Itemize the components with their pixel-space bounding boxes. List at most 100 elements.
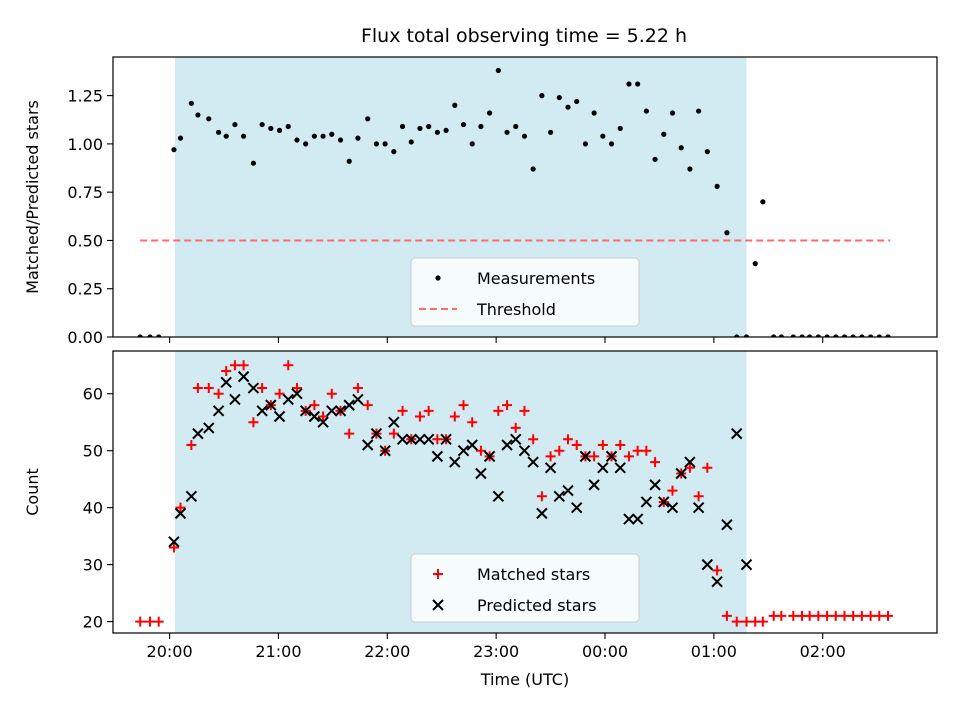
matched-star-point	[848, 610, 859, 621]
legend-label: Predicted stars	[477, 596, 597, 615]
axes-frame	[112, 56, 938, 338]
predicted-star-point	[501, 439, 513, 451]
matched-star-point	[571, 440, 582, 450]
measurement-point	[443, 127, 449, 133]
predicted-star-point	[721, 519, 733, 531]
axes-frame	[112, 350, 938, 634]
predicted-star-point	[370, 427, 383, 440]
y-tick-label: 20	[83, 613, 103, 632]
matched-star-point	[344, 428, 355, 439]
matched-star-point	[615, 440, 626, 450]
predicted-star-point	[605, 450, 618, 463]
measurement-point	[591, 110, 597, 116]
predicted-star-point	[562, 484, 574, 497]
measurement-point	[600, 133, 606, 139]
measurement-point	[232, 121, 238, 128]
predicted-star-point	[623, 513, 635, 525]
top-panel-ratio: 0.00 0.25 0.50 0.75 1.00 1.25 Matched/Predicte…	[23, 56, 938, 347]
measurement-point	[556, 94, 562, 101]
measurement-point	[329, 131, 335, 137]
matched-star-point	[830, 610, 841, 621]
measurement-point	[478, 123, 484, 130]
predicted-star-point	[343, 399, 355, 411]
measurement-point	[408, 139, 414, 145]
matched-star-point	[684, 462, 695, 473]
matched-star-point	[554, 445, 565, 456]
matched-star-point	[712, 565, 723, 576]
measurement-point	[320, 133, 326, 139]
measurement-point	[669, 110, 676, 116]
matched-star-point	[192, 383, 203, 394]
y-tick-label: 0.50	[67, 231, 103, 250]
legend-label: Measurements	[477, 269, 595, 288]
matched-star-point	[175, 502, 186, 513]
x-tick-label: 00:00	[582, 642, 628, 661]
predicted-star-point	[185, 490, 198, 502]
measurement-point	[337, 137, 344, 143]
y-tick-label: 0.00	[67, 328, 103, 347]
measurement-point	[841, 334, 848, 337]
matched-star-point	[874, 610, 885, 621]
x-tick-label: 01:00	[691, 642, 737, 661]
measurement-point	[171, 147, 177, 153]
predicted-star-point	[701, 558, 714, 571]
predicted-star-point	[299, 405, 312, 417]
predicted-star-point	[588, 479, 600, 491]
measurement-point	[259, 121, 265, 128]
matched-star-point	[388, 428, 399, 439]
matched-star-point	[135, 616, 146, 627]
predicted-star-point	[597, 462, 609, 474]
predicted-star-point	[203, 422, 215, 434]
legend-matched-marker	[433, 569, 443, 579]
measurement-point	[539, 93, 545, 99]
measurement-point	[608, 141, 615, 147]
measurement-point	[469, 141, 475, 147]
predicted-star-point	[640, 496, 653, 508]
predicted-star-point	[675, 467, 687, 480]
measurement-point	[574, 98, 580, 105]
measurement-point	[223, 133, 229, 139]
predicted-star-point	[510, 433, 522, 446]
measurement-point	[885, 334, 891, 337]
matched-star-point	[291, 383, 302, 394]
measurement-point	[195, 112, 201, 118]
measurement-point	[426, 123, 432, 130]
measurement-point	[714, 183, 720, 189]
predicted-star-point	[631, 513, 644, 525]
legend-label: Matched stars	[477, 565, 590, 584]
measurement-point	[617, 125, 623, 132]
y-tick-label: 30	[83, 556, 103, 575]
measurement-point	[294, 137, 300, 143]
measurement-point	[635, 81, 641, 87]
matched-star-point	[186, 440, 197, 450]
measurement-point	[876, 334, 882, 337]
measurement-point	[530, 166, 536, 172]
matched-star-point	[623, 451, 634, 462]
measurement-point	[399, 123, 406, 130]
legend-box	[410, 257, 640, 327]
x-tick-label: 21:00	[255, 642, 301, 661]
matched-star-point	[545, 451, 556, 462]
measurement-point	[276, 127, 283, 133]
matched-star-point	[493, 405, 504, 416]
matched-star-point	[221, 365, 232, 376]
bottom-panel-counts: 20 30 40 50 60 20:00 21:00 22:00 23:00 00:00 01:00…	[23, 350, 938, 689]
matched-star-point	[229, 360, 240, 371]
measurement-point	[824, 334, 830, 337]
matched-star-point	[423, 405, 434, 416]
measurement-point	[743, 334, 750, 337]
matched-star-point	[721, 610, 732, 621]
predicted-star-point	[326, 405, 338, 417]
predicted-star-point	[527, 456, 539, 468]
predicted-star-point	[220, 376, 232, 389]
matched-star-point	[822, 610, 833, 621]
predicted-star-point	[536, 507, 548, 520]
measurement-point	[373, 141, 380, 147]
matched-star-point	[702, 462, 713, 473]
measurement-point	[215, 129, 222, 135]
matched-star-point	[839, 610, 850, 621]
matched-star-point	[865, 610, 876, 621]
predicted-star-point	[396, 433, 409, 446]
measurement-point	[696, 108, 702, 114]
measurement-point	[177, 135, 184, 141]
